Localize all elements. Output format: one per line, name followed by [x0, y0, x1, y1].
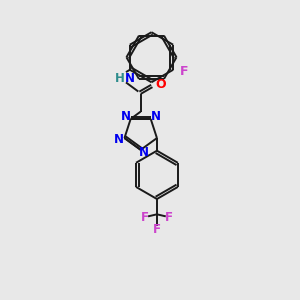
Text: N: N [150, 110, 161, 122]
Text: F: F [180, 65, 188, 78]
Text: N: N [139, 146, 149, 159]
Text: N: N [121, 110, 131, 122]
Text: F: F [153, 223, 161, 236]
Text: O: O [155, 78, 166, 91]
Text: N: N [114, 133, 124, 146]
Text: F: F [141, 211, 148, 224]
Text: H: H [115, 72, 124, 85]
Text: N: N [125, 72, 135, 85]
Text: F: F [165, 211, 173, 224]
